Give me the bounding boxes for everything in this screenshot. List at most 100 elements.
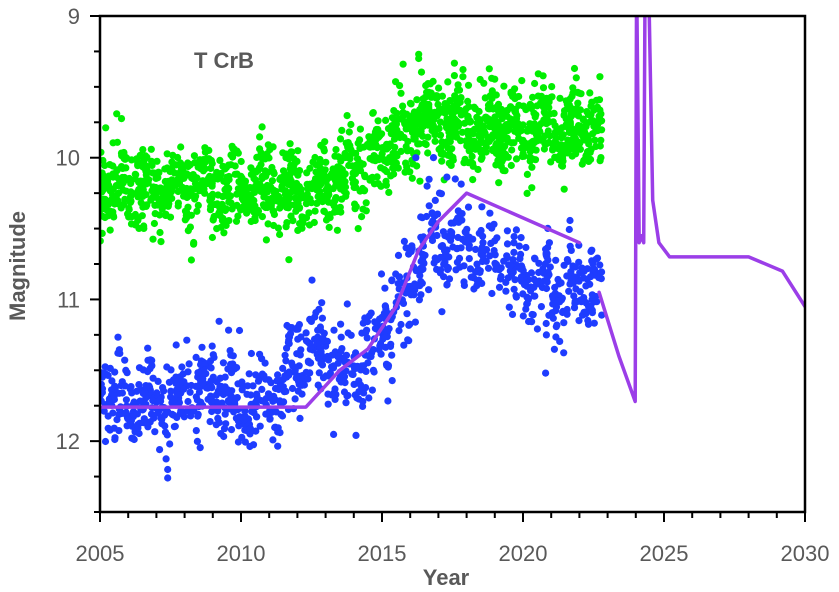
data-point — [391, 143, 399, 151]
data-point — [306, 359, 314, 367]
data-point — [343, 142, 352, 150]
data-point — [556, 337, 564, 345]
data-point — [337, 333, 345, 341]
data-point — [560, 185, 568, 193]
data-point — [423, 120, 431, 128]
data-point — [128, 156, 136, 164]
data-point — [280, 398, 288, 406]
data-point — [219, 192, 228, 200]
data-point — [172, 161, 180, 169]
data-point — [324, 390, 332, 398]
data-point — [252, 427, 260, 435]
data-point — [245, 370, 253, 378]
data-point — [505, 126, 513, 134]
data-point — [225, 217, 233, 225]
data-point — [359, 402, 367, 410]
data-point — [485, 65, 493, 73]
data-point — [508, 310, 517, 318]
data-point — [325, 223, 333, 231]
data-point — [534, 70, 542, 78]
data-point — [263, 181, 271, 190]
data-point — [564, 120, 572, 128]
data-point — [294, 147, 302, 155]
data-point — [436, 105, 444, 113]
data-point — [234, 212, 242, 220]
data-point — [369, 156, 377, 164]
data-point — [493, 234, 501, 242]
data-point — [357, 381, 365, 389]
data-point — [197, 361, 205, 369]
data-point — [504, 274, 512, 282]
data-point — [486, 92, 494, 100]
data-point — [312, 168, 320, 176]
data-point — [272, 408, 280, 416]
data-point — [297, 346, 305, 354]
data-point — [139, 146, 147, 154]
data-point — [348, 370, 356, 378]
data-point — [214, 387, 222, 395]
data-point — [140, 224, 148, 232]
data-point — [293, 170, 301, 178]
data-point — [469, 235, 477, 243]
data-point — [139, 389, 147, 397]
data-point — [368, 386, 376, 394]
data-point — [405, 337, 413, 345]
data-point — [342, 399, 350, 407]
data-point — [445, 275, 454, 283]
data-point — [225, 326, 233, 334]
data-point — [438, 138, 446, 146]
data-point — [125, 204, 133, 212]
data-point — [383, 333, 391, 341]
data-point — [454, 207, 462, 215]
data-point — [158, 420, 166, 428]
data-point — [575, 317, 583, 325]
data-point — [386, 342, 395, 350]
data-point — [416, 282, 424, 290]
data-point — [326, 211, 334, 219]
data-point — [139, 192, 147, 200]
data-point — [201, 148, 209, 156]
data-point — [109, 191, 117, 199]
data-point — [436, 118, 445, 126]
data-point — [370, 132, 378, 140]
data-point — [429, 217, 437, 225]
data-point — [219, 359, 227, 367]
data-point — [492, 161, 500, 169]
data-point — [162, 455, 170, 463]
data-point — [318, 314, 326, 322]
data-point — [194, 369, 202, 377]
data-point — [150, 219, 158, 228]
data-point — [362, 199, 370, 207]
data-point — [290, 201, 298, 209]
data-point — [389, 164, 397, 172]
data-point — [219, 390, 227, 399]
data-point — [566, 140, 574, 148]
data-point — [585, 140, 593, 148]
data-point — [288, 188, 296, 196]
data-point — [295, 204, 303, 212]
data-point — [453, 133, 461, 141]
data-point — [143, 163, 151, 171]
data-point — [383, 145, 391, 153]
data-point — [290, 161, 298, 169]
data-point — [435, 84, 443, 92]
data-point — [136, 419, 144, 427]
data-point — [522, 278, 530, 286]
data-point — [484, 264, 493, 272]
data-point — [173, 390, 181, 398]
data-point — [221, 165, 229, 173]
data-point — [438, 92, 446, 100]
data-point — [269, 195, 277, 203]
data-point — [565, 287, 573, 295]
data-point — [238, 180, 246, 188]
data-point — [273, 377, 281, 385]
data-point — [197, 185, 205, 193]
data-point — [280, 196, 288, 205]
data-point — [164, 408, 172, 416]
data-point — [480, 79, 488, 87]
data-point — [148, 187, 156, 195]
data-point — [484, 101, 493, 109]
data-point — [314, 178, 322, 186]
data-point — [431, 196, 439, 204]
